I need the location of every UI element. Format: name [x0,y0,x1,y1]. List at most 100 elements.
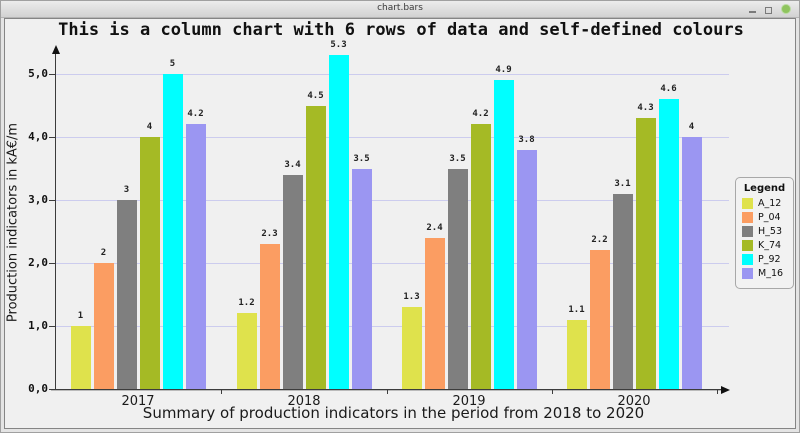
bar-group-2019: 1.3 2.4 3.5 4.2 4.9 3.8 [401,65,537,389]
bar-P_04-2018: 2.3 [259,229,280,389]
bar-value-label: 2.2 [591,235,608,246]
y-axis-tick [49,263,56,264]
bar-H_53-2019: 3.5 [447,154,468,389]
bar-K_74-2019: 4.2 [470,109,491,389]
bar-value-label: 2 [100,248,107,258]
legend-item-A_12: A_12 [742,198,787,209]
bar-M_16-2019: 3.8 [516,135,537,389]
bar-value-label: 4.2 [472,109,489,120]
bar-A_12-2020: 1.1 [566,305,587,389]
bar-A_12-2017: 1 [70,311,91,389]
bar-P_92-2018: 5.3 [328,40,349,389]
bar-value-label: 5.3 [330,40,347,51]
bar-value-label: 5 [169,59,176,69]
y-axis-tick [49,137,56,138]
bar-value-label: 3.8 [518,134,535,145]
window-controls [749,4,791,14]
legend-item-label: A_12 [758,198,782,209]
bar-group-2020: 1.1 2.2 3.1 4.3 4.6 4 [566,84,702,389]
bar-M_16-2018: 3.5 [351,154,372,389]
bar-value-label: 3.1 [614,178,631,189]
bar-H_53-2017: 3 [116,185,137,389]
bar-value-label: 3.5 [449,153,466,164]
bar-value-label: 4.3 [637,103,654,114]
legend-swatch-A_12 [742,198,753,209]
legend-item-label: K_74 [758,240,782,251]
bar-value-label: 2.3 [261,229,278,240]
bar-K_74-2017: 4 [139,122,160,389]
legend-swatch-P_04 [742,212,753,223]
x-axis-tick [717,389,718,394]
legend-item-K_74: K_74 [742,240,787,251]
legend-item-M_16: M_16 [742,268,787,279]
bar-group-2018: 1.2 2.3 3.4 4.5 5.3 3.5 [236,40,372,389]
gridline [56,74,729,75]
bar-H_53-2018: 3.4 [282,160,303,389]
legend-item-P_92: P_92 [742,254,787,265]
legend-title: Legend [743,183,786,194]
y-tick-label: 0,0 [28,382,48,395]
bar-value-label: 3 [123,185,130,195]
y-tick-label: 2,0 [28,256,48,269]
x-axis-tick [552,389,553,394]
category-label-2017: 2017 [121,394,155,409]
category-label-2019: 2019 [452,394,486,409]
category-label-2020: 2020 [617,394,651,409]
bar-P_04-2020: 2.2 [589,235,610,389]
bar-value-label: 4 [146,122,153,132]
y-axis-tick [49,74,56,75]
y-axis-tick [49,200,56,201]
y-axis-arrow [51,45,60,54]
legend-item-label: M_16 [758,268,784,279]
bar-value-label: 2.4 [426,222,443,233]
gridline [56,200,729,201]
legend-box: Legend A_12 P_04 H_53 K_74 P_92 M_16 [735,177,794,289]
legend-swatch-P_92 [742,254,753,265]
bar-H_53-2020: 3.1 [612,179,633,389]
gridline [56,263,729,264]
x-axis-arrow [721,385,730,394]
bar-value-label: 4.2 [187,109,204,120]
legend-swatch-K_74 [742,240,753,251]
gridline [56,137,729,138]
bar-A_12-2018: 1.2 [236,298,257,389]
y-axis-tick [49,326,56,327]
y-tick-label: 1,0 [28,319,48,332]
close-button[interactable] [781,4,791,14]
y-tick-label: 5,0 [28,67,48,80]
minimize-button[interactable] [749,11,756,13]
bar-P_92-2017: 5 [162,59,183,389]
y-axis-line [55,53,56,390]
bar-P_92-2019: 4.9 [493,65,514,389]
window-title: chart.bars [377,3,423,13]
legend-item-label: P_04 [758,212,781,223]
bar-value-label: 1.3 [403,292,420,303]
bar-value-label: 4.6 [660,84,677,95]
maximize-button[interactable] [765,6,772,14]
bar-P_04-2019: 2.4 [424,223,445,389]
legend-swatch-M_16 [742,268,753,279]
bar-value-label: 4.9 [495,65,512,76]
legend-item-label: H_53 [758,226,782,237]
chart-title: This is a column chart with 6 rows of da… [58,20,744,40]
x-axis-line [51,389,722,390]
legend-item-P_04: P_04 [742,212,787,223]
x-axis-tick [221,389,222,394]
category-label-2018: 2018 [287,394,321,409]
legend-item-H_53: H_53 [742,226,787,237]
bar-P_04-2017: 2 [93,248,114,389]
bar-value-label: 4 [688,122,695,132]
y-tick-label: 4,0 [28,130,48,143]
y-tick-label: 3,0 [28,193,48,206]
x-axis-label: Summary of production indicators in the … [142,404,645,422]
bar-value-label: 1.2 [238,298,255,309]
gridline [56,326,729,327]
x-axis-tick [387,389,388,394]
bar-value-label: 1 [77,311,84,321]
legend-items: A_12 P_04 H_53 K_74 P_92 M_16 [742,198,787,279]
legend-swatch-H_53 [742,226,753,237]
window-titlebar[interactable]: chart.bars [1,1,799,18]
bar-P_92-2020: 4.6 [658,84,679,389]
